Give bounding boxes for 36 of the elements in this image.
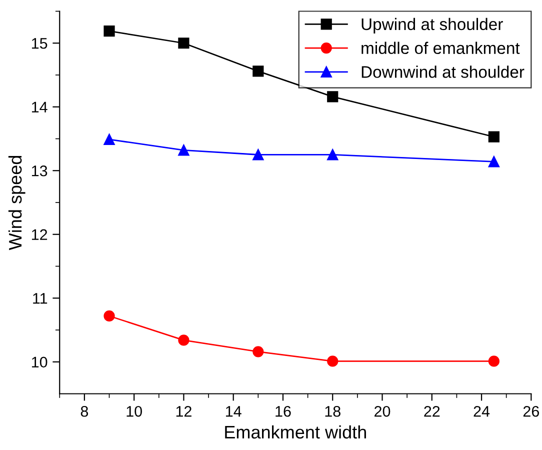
point xyxy=(104,134,115,145)
point xyxy=(488,131,500,142)
point xyxy=(104,310,115,322)
y-tick-label: 13 xyxy=(32,165,48,176)
y-tick-label: 11 xyxy=(33,293,48,304)
y-tick-label: 10 xyxy=(32,356,48,368)
x-tick-label: 18 xyxy=(325,406,340,417)
legend-label: middle of emankment xyxy=(362,42,520,54)
point xyxy=(327,91,338,102)
point xyxy=(252,149,264,160)
point xyxy=(104,25,115,37)
point xyxy=(488,156,500,168)
x-tick-label: 12 xyxy=(176,406,192,417)
y-tick-label: 14 xyxy=(32,102,48,112)
x-tick-label: 8 xyxy=(80,406,88,417)
x-tick-label: 16 xyxy=(276,406,291,417)
y-tick-label: 12 xyxy=(32,229,48,240)
x-axis-title: Emankment width xyxy=(225,425,366,439)
y-tick-label: 15 xyxy=(32,38,48,49)
y-axis-title: Wind speed xyxy=(8,156,26,250)
x-tick-label: 20 xyxy=(374,406,390,417)
x-tick-label: 22 xyxy=(424,406,440,417)
point xyxy=(252,346,264,358)
legend-label: Upwind at shoulder xyxy=(362,18,503,34)
point xyxy=(327,149,338,160)
x-tick-label: 24 xyxy=(474,406,490,417)
x-tick-label: 10 xyxy=(126,406,142,417)
point xyxy=(178,144,190,156)
point xyxy=(178,38,190,49)
point xyxy=(252,66,264,77)
point xyxy=(178,334,190,346)
x-tick-label: 14 xyxy=(226,406,242,417)
x-tick-label: 26 xyxy=(523,406,539,417)
point xyxy=(488,356,500,367)
point xyxy=(327,356,338,367)
legend-label: Downwind at shoulder xyxy=(362,66,524,78)
